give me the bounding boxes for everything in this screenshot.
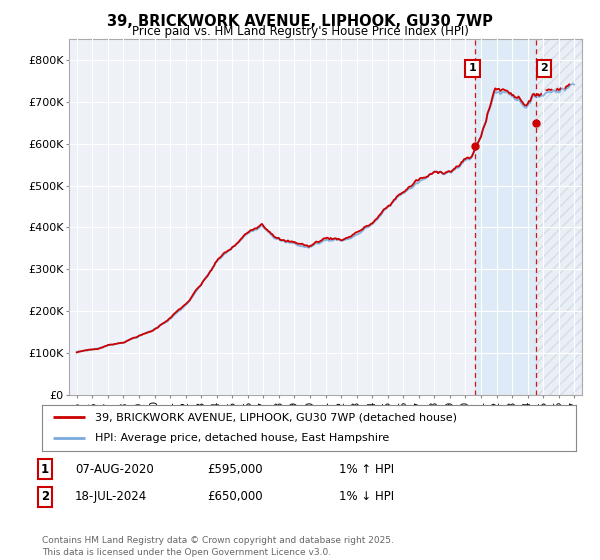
Text: Price paid vs. HM Land Registry's House Price Index (HPI): Price paid vs. HM Land Registry's House … [131,25,469,38]
Text: 1: 1 [41,463,49,476]
Text: 18-JUL-2024: 18-JUL-2024 [75,490,147,503]
Bar [536,39,582,395]
Text: £595,000: £595,000 [207,463,263,476]
Text: 1% ↓ HPI: 1% ↓ HPI [339,490,394,503]
Bar [536,39,582,395]
Text: 39, BRICKWORK AVENUE, LIPHOOK, GU30 7WP (detached house): 39, BRICKWORK AVENUE, LIPHOOK, GU30 7WP … [95,412,457,422]
Text: 07-AUG-2020: 07-AUG-2020 [75,463,154,476]
Text: 1: 1 [469,63,476,73]
Text: 39, BRICKWORK AVENUE, LIPHOOK, GU30 7WP: 39, BRICKWORK AVENUE, LIPHOOK, GU30 7WP [107,14,493,29]
Text: 2: 2 [540,63,548,73]
Text: £650,000: £650,000 [207,490,263,503]
Text: 1% ↑ HPI: 1% ↑ HPI [339,463,394,476]
Text: Contains HM Land Registry data © Crown copyright and database right 2025.
This d: Contains HM Land Registry data © Crown c… [42,536,394,557]
Bar [475,39,536,395]
Text: 2: 2 [41,490,49,503]
Text: HPI: Average price, detached house, East Hampshire: HPI: Average price, detached house, East… [95,433,389,443]
